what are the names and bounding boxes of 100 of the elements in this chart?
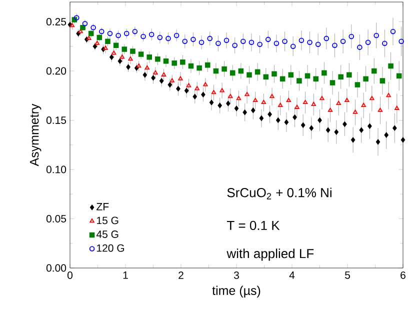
point: [172, 60, 177, 66]
point: [288, 72, 294, 78]
point: [161, 72, 166, 76]
point: [274, 40, 280, 46]
point: [151, 75, 156, 80]
point: [286, 98, 292, 102]
point: [132, 28, 138, 34]
point: [126, 64, 130, 70]
point: [257, 42, 262, 47]
point: [392, 125, 397, 131]
point: [224, 38, 230, 44]
legend-label: 45 G: [96, 230, 118, 238]
point: [176, 86, 180, 92]
point: [396, 73, 402, 79]
legend-label: 15 G: [97, 216, 118, 224]
point: [290, 44, 296, 49]
point: [96, 34, 102, 40]
point: [359, 127, 364, 133]
point: [374, 32, 379, 38]
point: [157, 34, 163, 40]
point: [218, 102, 222, 108]
x-tick-label: 4: [289, 272, 295, 279]
point: [254, 69, 260, 75]
point: [194, 86, 200, 90]
point: [363, 76, 368, 82]
point: [111, 50, 116, 55]
point: [196, 65, 202, 71]
point: [400, 137, 406, 143]
point: [324, 36, 330, 42]
point: [378, 108, 383, 112]
point: [128, 56, 133, 61]
point: [272, 71, 277, 77]
point: [368, 123, 372, 129]
point: [166, 36, 171, 42]
point: [371, 68, 377, 74]
point: [113, 42, 119, 48]
point: [332, 42, 338, 48]
point: [190, 36, 196, 42]
point: [70, 23, 75, 28]
point: [188, 63, 194, 69]
point: [107, 30, 113, 36]
point: [120, 54, 125, 59]
point: [209, 100, 214, 106]
y-tick-label: 0.25: [46, 18, 66, 26]
point: [216, 40, 221, 46]
point: [309, 125, 314, 131]
point: [98, 28, 104, 34]
point: [365, 40, 371, 46]
point: [338, 74, 344, 80]
point: [278, 102, 283, 107]
point: [336, 100, 341, 106]
point: [313, 76, 319, 82]
point: [207, 36, 212, 42]
point: [263, 74, 269, 80]
point: [198, 40, 204, 46]
point: [251, 108, 256, 114]
point: [148, 32, 154, 38]
point: [326, 127, 330, 133]
y-tick-label: 0.15: [46, 116, 66, 124]
point: [144, 65, 150, 70]
point: [178, 76, 183, 80]
legend-label: ZF: [96, 203, 109, 210]
point: [163, 58, 169, 64]
y-axis-title: Asymmetry: [30, 104, 42, 166]
point: [261, 100, 266, 104]
point: [394, 106, 400, 110]
point: [204, 62, 210, 68]
point: [376, 139, 380, 145]
point: [304, 73, 310, 79]
point: [170, 78, 174, 82]
point: [330, 80, 336, 86]
point: [334, 129, 338, 135]
point: [105, 38, 110, 44]
point: [116, 32, 121, 38]
point: [242, 110, 247, 115]
point: [361, 102, 366, 107]
point: [74, 15, 80, 20]
point: [122, 46, 128, 52]
point: [174, 32, 180, 38]
point: [130, 48, 136, 54]
annotation: T = 0.1 K: [226, 220, 280, 230]
point: [124, 30, 130, 36]
point: [344, 98, 350, 102]
point: [182, 38, 188, 44]
x-tick-label: 6: [400, 272, 406, 279]
point: [284, 120, 289, 125]
point: [240, 38, 246, 44]
y-tick-label: 0.00: [46, 264, 66, 272]
point: [292, 114, 297, 120]
point: [302, 100, 308, 104]
point: [184, 88, 189, 94]
point: [228, 94, 233, 98]
point: [322, 70, 327, 76]
point: [318, 118, 322, 123]
point: [140, 34, 146, 40]
point: [340, 38, 346, 44]
point: [342, 122, 347, 127]
point: [236, 96, 242, 100]
point: [222, 66, 227, 72]
point: [320, 96, 324, 100]
